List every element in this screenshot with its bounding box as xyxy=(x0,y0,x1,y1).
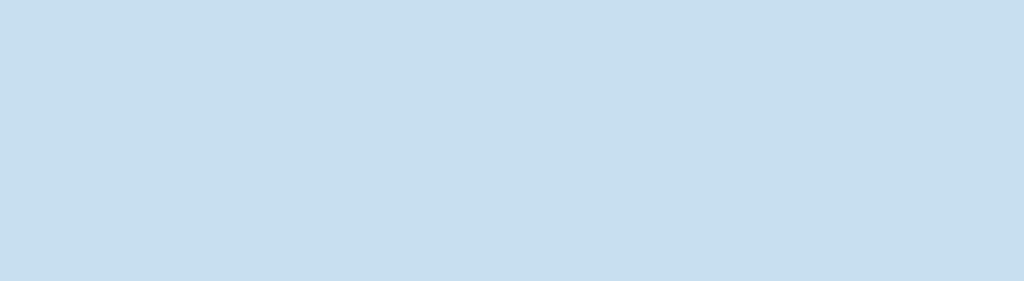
Polygon shape xyxy=(0,0,1024,281)
